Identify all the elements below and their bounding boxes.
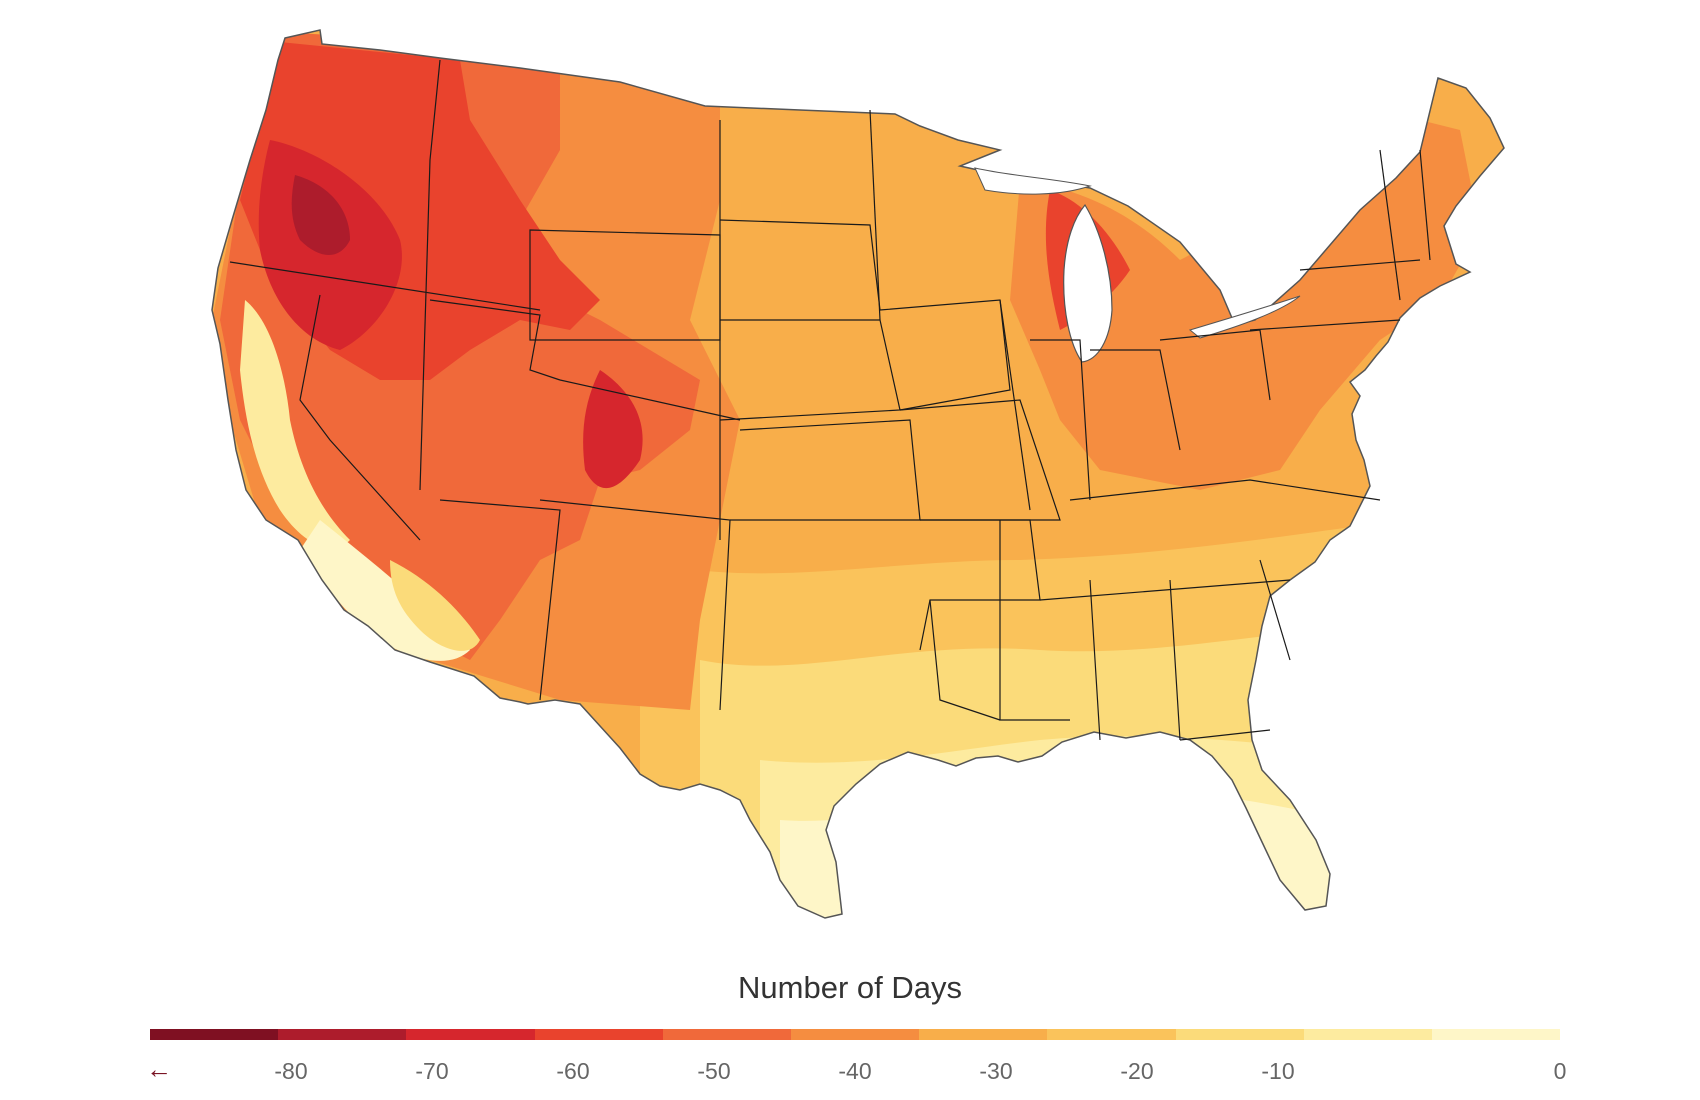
legend-tick-label: -60 (556, 1058, 590, 1084)
legend-tick-label: -70 (415, 1058, 449, 1084)
legend-tick-label: -10 (1261, 1058, 1295, 1084)
legend-segment (1303, 1029, 1432, 1040)
legend-tick-label: -40 (838, 1058, 872, 1084)
legend-color-bar (150, 1029, 1561, 1040)
legend-tick-label: -50 (697, 1058, 731, 1084)
legend-segment (1431, 1029, 1561, 1040)
legend-segment (1047, 1029, 1176, 1040)
lake-superior (974, 167, 1092, 195)
left-arrow-icon: ← (146, 1054, 172, 1084)
legend-segment (406, 1029, 535, 1040)
legend-tick-label: -80 (274, 1058, 308, 1084)
legend-segment (1175, 1029, 1304, 1040)
legend-segment (150, 1029, 279, 1040)
legend-tick-label: -20 (1120, 1058, 1154, 1084)
legend-segment (790, 1029, 920, 1040)
legend-title: Number of Days (738, 970, 962, 1005)
legend-segment (662, 1029, 791, 1040)
legend-segment (919, 1029, 1048, 1040)
lake-erie (1188, 295, 1301, 339)
us-days-change-map (211, 29, 1505, 919)
lake-michigan (1063, 203, 1113, 363)
legend-tick-label: 0 (1553, 1058, 1567, 1084)
legend-tick-label: -30 (979, 1058, 1013, 1084)
legend-segment (534, 1029, 663, 1040)
legend-segment (278, 1029, 407, 1040)
